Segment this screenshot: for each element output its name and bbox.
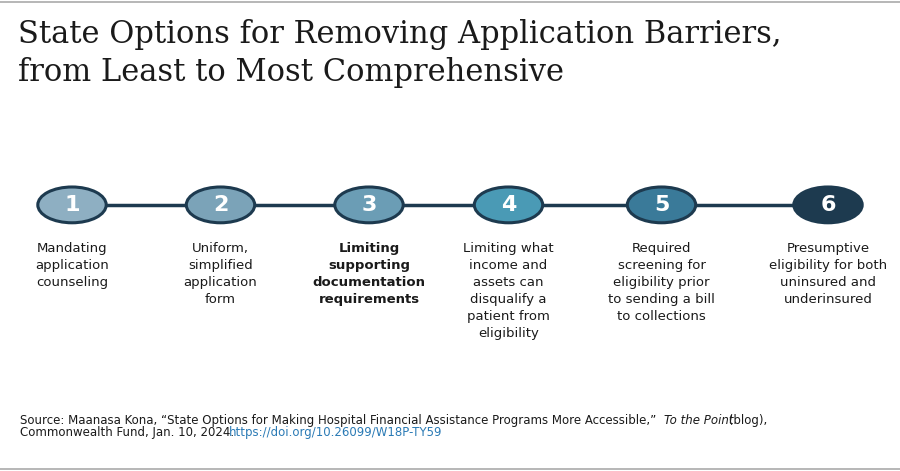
Text: Presumptive
eligibility for both
uninsured and
underinsured: Presumptive eligibility for both uninsur… [769,242,887,306]
Text: Required
screening for
eligibility prior
to sending a bill
to collections: Required screening for eligibility prior… [608,242,715,323]
Text: Source: Maanasa Kona, “State Options for Making Hospital Financial Assistance Pr: Source: Maanasa Kona, “State Options for… [20,414,660,427]
Text: 6: 6 [820,195,836,215]
Text: 4: 4 [500,195,517,215]
Text: 3: 3 [361,195,377,215]
Circle shape [627,187,696,223]
Circle shape [794,187,862,223]
Circle shape [474,187,543,223]
Text: To the Point: To the Point [664,414,734,427]
Text: Mandating
application
counseling: Mandating application counseling [35,242,109,289]
Text: 5: 5 [653,195,670,215]
Text: (blog),: (blog), [724,414,767,427]
Text: Commonwealth Fund, Jan. 10, 2024.: Commonwealth Fund, Jan. 10, 2024. [20,426,238,439]
Text: 1: 1 [64,195,80,215]
Text: https://doi.org/10.26099/W18P-TY59: https://doi.org/10.26099/W18P-TY59 [229,426,442,439]
Circle shape [38,187,106,223]
Text: 2: 2 [212,195,229,215]
Circle shape [335,187,403,223]
Circle shape [186,187,255,223]
Text: Uniform,
simplified
application
form: Uniform, simplified application form [184,242,257,306]
Text: Limiting what
income and
assets can
disqualify a
patient from
eligibility: Limiting what income and assets can disq… [464,242,554,340]
Text: State Options for Removing Application Barriers,
from Least to Most Comprehensiv: State Options for Removing Application B… [18,19,781,88]
Text: Limiting
supporting
documentation
requirements: Limiting supporting documentation requir… [312,242,426,306]
